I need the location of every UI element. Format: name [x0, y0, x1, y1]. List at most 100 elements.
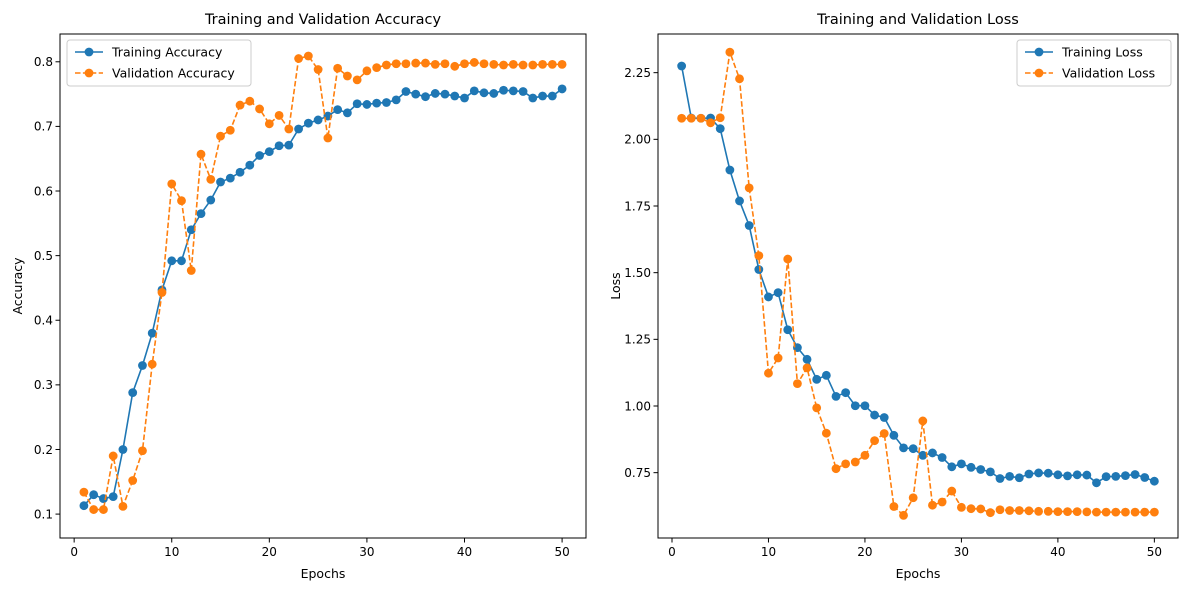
training-accuracy-point	[518, 87, 528, 96]
validation-accuracy-point	[499, 60, 508, 70]
training-accuracy-point	[382, 98, 391, 107]
training-accuracy-point	[147, 328, 157, 338]
validation-accuracy-point	[284, 124, 294, 134]
y-tick-label: 1.50	[624, 266, 651, 280]
validation-accuracy-point	[216, 131, 225, 141]
validation-accuracy-point	[196, 149, 206, 159]
validation-accuracy-point	[313, 65, 323, 74]
training-loss-point	[870, 410, 879, 420]
validation-accuracy-point	[528, 60, 538, 70]
validation-accuracy-point	[440, 59, 450, 69]
validation-loss-point	[735, 74, 744, 84]
training-accuracy-point	[421, 92, 430, 102]
training-loss-point	[802, 354, 812, 364]
validation-loss-point	[696, 113, 706, 123]
validation-accuracy-point	[118, 501, 128, 511]
training-loss-point	[1043, 468, 1053, 478]
training-loss-point	[1072, 470, 1082, 480]
validation-loss-point	[985, 508, 995, 518]
training-loss-point	[889, 430, 899, 440]
training-accuracy-point	[391, 95, 401, 105]
training-accuracy-point	[401, 87, 411, 96]
validation-accuracy-point	[323, 133, 333, 143]
training-accuracy-point	[118, 445, 128, 454]
validation-loss-point	[899, 510, 908, 520]
legend-validation-accuracy-label: Validation Accuracy	[112, 66, 235, 81]
y-tick-label: 1.00	[624, 399, 651, 413]
validation-loss-point	[1082, 507, 1092, 517]
training-accuracy-point	[206, 195, 216, 205]
training-loss-point	[1014, 473, 1024, 483]
training-accuracy-point	[372, 98, 382, 108]
training-accuracy-point	[538, 91, 547, 101]
training-accuracy-point	[79, 501, 89, 511]
validation-loss-point	[821, 428, 831, 438]
validation-loss-point	[879, 429, 889, 438]
training-loss-point	[1130, 470, 1140, 479]
validation-accuracy-point	[391, 59, 401, 69]
training-loss-point	[754, 265, 764, 274]
training-accuracy-point	[225, 173, 235, 183]
legend-training-accuracy-marker	[84, 47, 94, 57]
validation-accuracy-point	[489, 59, 499, 69]
legend: Training Loss Validation Loss	[1016, 39, 1172, 87]
chart-title: Training and Validation Loss	[816, 12, 1019, 28]
training-loss-point	[1092, 478, 1101, 488]
validation-loss-point	[706, 118, 715, 128]
validation-accuracy-point	[206, 174, 216, 184]
training-loss-point	[1149, 476, 1159, 486]
training-loss-point	[725, 165, 735, 175]
training-accuracy-point	[186, 225, 196, 235]
training-loss-point	[957, 459, 966, 469]
validation-accuracy-point	[177, 196, 186, 206]
validation-accuracy-point	[460, 59, 469, 69]
validation-accuracy-point	[411, 58, 421, 68]
training-accuracy-point	[343, 108, 352, 118]
validation-loss-point	[773, 353, 783, 363]
x-tick-label: 30	[954, 545, 969, 559]
training-loss-point	[937, 453, 947, 462]
training-loss-point	[1111, 472, 1121, 481]
training-accuracy-point	[547, 91, 557, 101]
training-accuracy-point	[128, 388, 138, 398]
training-accuracy-point	[557, 84, 567, 94]
validation-loss-point	[1043, 506, 1053, 516]
training-loss-point	[831, 392, 841, 401]
training-accuracy-point	[411, 89, 421, 99]
training-accuracy-point	[352, 99, 362, 109]
legend: Training Accuracy Validation Accuracy	[66, 39, 252, 87]
training-loss-point	[918, 450, 928, 460]
validation-loss-point	[1149, 507, 1159, 517]
training-loss-point	[1121, 471, 1130, 480]
training-loss-point	[966, 462, 976, 472]
training-accuracy-point	[313, 115, 323, 125]
loss-chart-panel: Training and Validation Loss 0 10 20 30 40 50 0…	[608, 12, 1179, 581]
validation-loss-point	[1005, 506, 1015, 515]
validation-loss-point	[850, 457, 860, 467]
validation-accuracy-point	[469, 58, 479, 67]
training-loss-point	[908, 444, 918, 454]
training-loss-point	[1101, 472, 1111, 482]
y-tick-label: 0.2	[34, 443, 53, 457]
training-loss-point	[976, 465, 986, 474]
training-accuracy-point	[508, 86, 518, 96]
validation-loss-point	[947, 486, 957, 496]
plot-frame	[59, 33, 587, 539]
training-loss-point	[764, 292, 773, 302]
training-loss-point	[821, 370, 831, 380]
validation-loss-point	[1034, 506, 1043, 516]
validation-accuracy-point	[547, 59, 557, 69]
validation-accuracy-point	[128, 476, 138, 485]
validation-accuracy-point	[138, 446, 147, 456]
training-loss-point	[860, 401, 870, 411]
y-tick-label: 2.00	[624, 133, 651, 147]
x-tick-label: 40	[457, 545, 472, 559]
training-accuracy-point	[303, 118, 313, 128]
training-loss-point	[947, 462, 957, 472]
validation-accuracy-point	[186, 266, 196, 275]
validation-loss-point	[937, 497, 947, 507]
training-accuracy-point	[284, 140, 294, 150]
y-axis-label: Loss	[608, 272, 623, 299]
y-tick-label: 0.6	[34, 184, 53, 198]
training-loss-point	[677, 61, 687, 71]
